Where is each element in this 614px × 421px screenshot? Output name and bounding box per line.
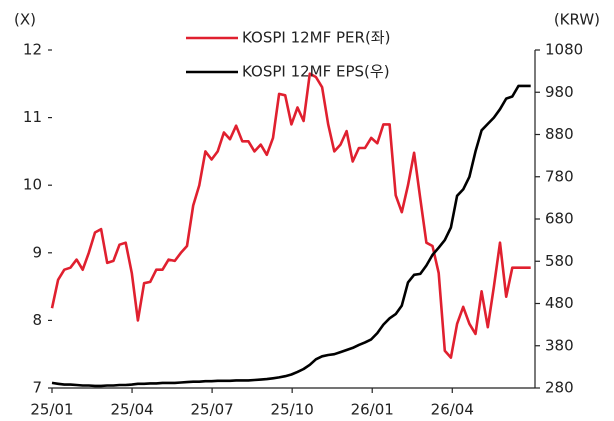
x-tick-label: 25/07: [190, 401, 233, 419]
series-line: [50, 72, 531, 359]
y2-tick-label: 1080: [545, 41, 583, 59]
y2-axis-label: (KRW): [554, 11, 600, 29]
y2-tick-label: 780: [545, 167, 574, 185]
y2-tick-label: 980: [545, 83, 574, 101]
y-tick-label: 11: [23, 108, 42, 126]
y-tick-label: 10: [23, 176, 42, 194]
legend-label: KOSPI 12MF EPS(우): [242, 63, 390, 81]
y2-tick-label: 480: [545, 294, 574, 312]
y-tick-label: 7: [32, 379, 42, 397]
x-tick-label: 26/04: [431, 401, 474, 419]
y-tick-label: 9: [32, 243, 42, 261]
y-axis-label: (X): [14, 11, 36, 29]
y2-tick-label: 680: [545, 210, 574, 228]
legend-label: KOSPI 12MF PER(좌): [242, 29, 390, 47]
y-tick-label: 12: [23, 41, 42, 59]
y2-tick-label: 580: [545, 252, 574, 270]
x-tick-label: 25/01: [30, 401, 73, 419]
y-tick-label: 8: [32, 311, 42, 329]
y2-tick-label: 880: [545, 125, 574, 143]
x-tick-label: 25/10: [271, 401, 314, 419]
y2-tick-label: 280: [545, 379, 574, 397]
x-tick-label: 26/01: [351, 401, 394, 419]
y2-tick-label: 380: [545, 336, 574, 354]
series-line: [51, 84, 531, 388]
x-tick-label: 25/04: [110, 401, 153, 419]
